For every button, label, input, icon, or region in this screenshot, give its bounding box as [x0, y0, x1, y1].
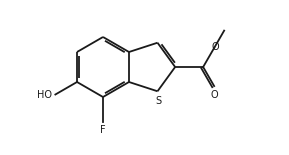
Text: HO: HO	[37, 89, 52, 100]
Text: S: S	[155, 96, 162, 106]
Text: O: O	[210, 90, 218, 100]
Text: O: O	[211, 42, 219, 52]
Text: F: F	[100, 125, 106, 135]
